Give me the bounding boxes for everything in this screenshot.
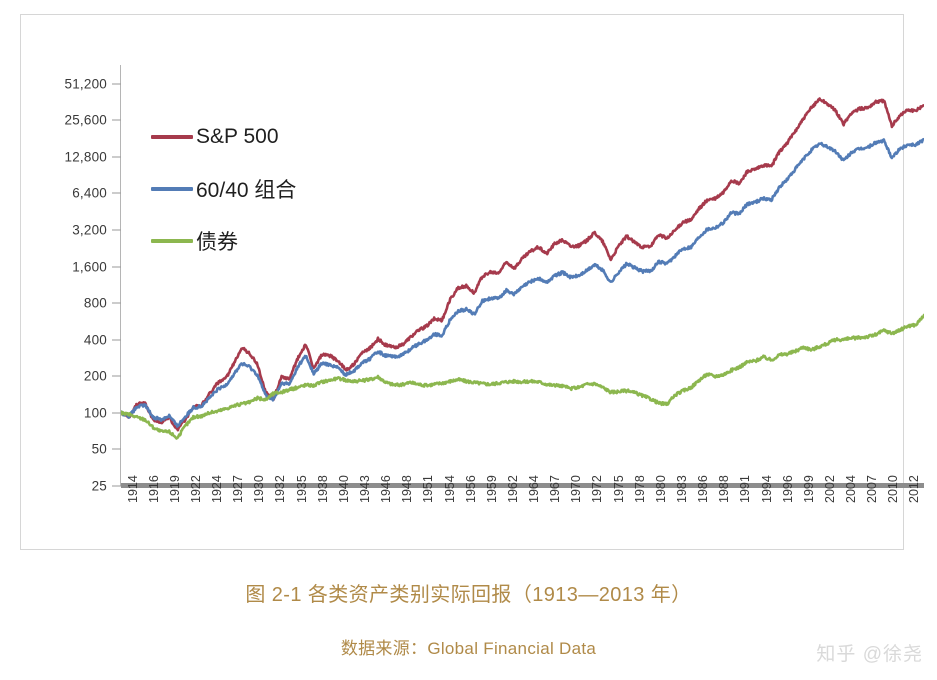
y-axis-tick-mark <box>112 339 121 341</box>
x-axis-tick-label: 1940 <box>336 475 351 503</box>
x-axis-tick-label: 1970 <box>569 475 584 503</box>
x-axis-tick-label: 1964 <box>527 475 542 503</box>
x-axis-tick-label: 1986 <box>696 475 711 503</box>
y-axis-tick-mark <box>112 192 121 194</box>
series-line-3 <box>121 313 924 440</box>
y-axis-tick-label: 12,800 <box>64 149 107 165</box>
y-axis-tick-label: 100 <box>83 405 107 421</box>
y-axis-tick-mark <box>112 485 121 487</box>
y-axis-tick-mark <box>112 229 121 231</box>
x-axis-tick-label: 1983 <box>674 475 689 503</box>
y-axis-tick-label: 25,600 <box>64 112 107 128</box>
legend-item[interactable]: 60/40 组合 <box>151 163 391 215</box>
y-axis-tick-label: 51,200 <box>64 76 107 92</box>
plot-svg <box>121 97 924 440</box>
x-axis-tick-label: 1927 <box>231 475 246 503</box>
x-axis-tick-label: 1978 <box>632 475 647 503</box>
x-axis-tick-label: 2007 <box>865 475 880 503</box>
chart-legend: S&P 500 60/40 组合 债券 <box>151 111 391 267</box>
y-axis-tick-label: 25 <box>91 478 107 494</box>
x-axis-tick-label: 1975 <box>611 475 626 503</box>
x-axis-tick-label: 2004 <box>844 475 859 503</box>
chart-frame: 51,200 25,600 12,800 6,400 3,200 1,600 800 400 2… <box>20 14 924 550</box>
x-axis-tick-label: 1932 <box>273 475 288 503</box>
y-axis-tick-label: 800 <box>83 295 107 311</box>
legend-swatch-icon <box>151 187 193 191</box>
legend-label: 债券 <box>196 231 238 254</box>
y-axis-tick-mark <box>112 412 121 414</box>
y-axis-tick-mark <box>112 119 121 121</box>
y-axis-tick-mark <box>112 83 121 85</box>
legend-item[interactable]: S&P 500 <box>151 111 391 163</box>
y-axis-tick-mark <box>112 448 121 450</box>
x-axis-tick-label: 1922 <box>188 475 203 503</box>
legend-swatch-icon <box>151 135 193 139</box>
x-axis-tick-label: 1996 <box>780 475 795 503</box>
y-axis-tick-label: 200 <box>83 368 107 384</box>
x-axis-tick-label: 1980 <box>653 475 668 503</box>
plot-area <box>121 65 924 486</box>
figure-caption: 图 2-1 各类资产类别实际回报（1913—2013 年） <box>245 584 692 606</box>
legend-label: 60/40 组合 <box>196 179 297 202</box>
x-axis-tick-label: 1935 <box>294 475 309 503</box>
y-axis-tick-label: 3,200 <box>72 222 107 238</box>
y-axis-tick-label: 6,400 <box>72 185 107 201</box>
x-axis-tick-label: 1999 <box>801 475 816 503</box>
x-axis-tick-label: 1943 <box>358 475 372 503</box>
x-axis-tick-label: 1959 <box>484 475 499 503</box>
x-axis-tick-label: 1972 <box>590 475 605 503</box>
x-axis-tick-label: 1919 <box>167 475 182 503</box>
x-axis-baseline <box>121 483 924 488</box>
legend-label: S&P 500 <box>196 125 279 148</box>
x-axis-tick-label: 1946 <box>379 475 394 503</box>
x-axis-tick-label: 1938 <box>315 475 330 503</box>
y-axis-tick-mark <box>112 156 121 158</box>
legend-item[interactable]: 债券 <box>151 215 391 267</box>
x-axis-tick-label: 1954 <box>442 475 457 503</box>
y-axis-tick-label: 1,600 <box>72 259 107 275</box>
y-axis-tick-mark <box>112 375 121 377</box>
x-axis-tick-label: 1951 <box>421 475 436 503</box>
x-axis-tick-label: 2002 <box>822 475 837 503</box>
x-axis-tick-label: 2012 <box>907 475 922 503</box>
series-line-2 <box>121 137 924 428</box>
series-line-1 <box>121 97 924 432</box>
x-axis-tick-label: 2010 <box>886 475 901 503</box>
y-axis-tick-label: 50 <box>91 441 107 457</box>
y-axis: 51,200 25,600 12,800 6,400 3,200 1,600 800 400 2… <box>41 65 121 494</box>
x-axis-tick-label: 1948 <box>400 475 415 503</box>
x-axis-tick-label: 1994 <box>759 475 774 503</box>
x-axis-tick-label: 1967 <box>548 475 563 503</box>
x-axis-labels: 1914 1916 1919 1922 1924 1927 1930 1932 1935 1938… <box>121 475 924 555</box>
x-axis-tick-label: 1930 <box>252 475 267 503</box>
x-axis-tick-label: 1991 <box>738 475 753 503</box>
x-axis-tick-label: 1962 <box>505 475 520 503</box>
y-axis-tick-mark <box>112 266 121 268</box>
legend-swatch-icon <box>151 239 193 243</box>
y-axis-tick-label: 400 <box>83 332 107 348</box>
figure-source: 数据来源：Global Financial Data <box>340 639 597 658</box>
x-axis-tick-label: 1988 <box>717 475 732 503</box>
x-axis-tick-label: 1916 <box>146 475 161 503</box>
y-axis-tick-mark <box>112 302 121 304</box>
y-axis-line <box>120 65 121 486</box>
x-axis-tick-label: 1924 <box>210 475 225 503</box>
x-axis-tick-label: 1956 <box>463 475 478 503</box>
watermark: 知乎 @徐尧 <box>816 644 923 665</box>
x-axis-tick-label: 1914 <box>125 475 140 503</box>
